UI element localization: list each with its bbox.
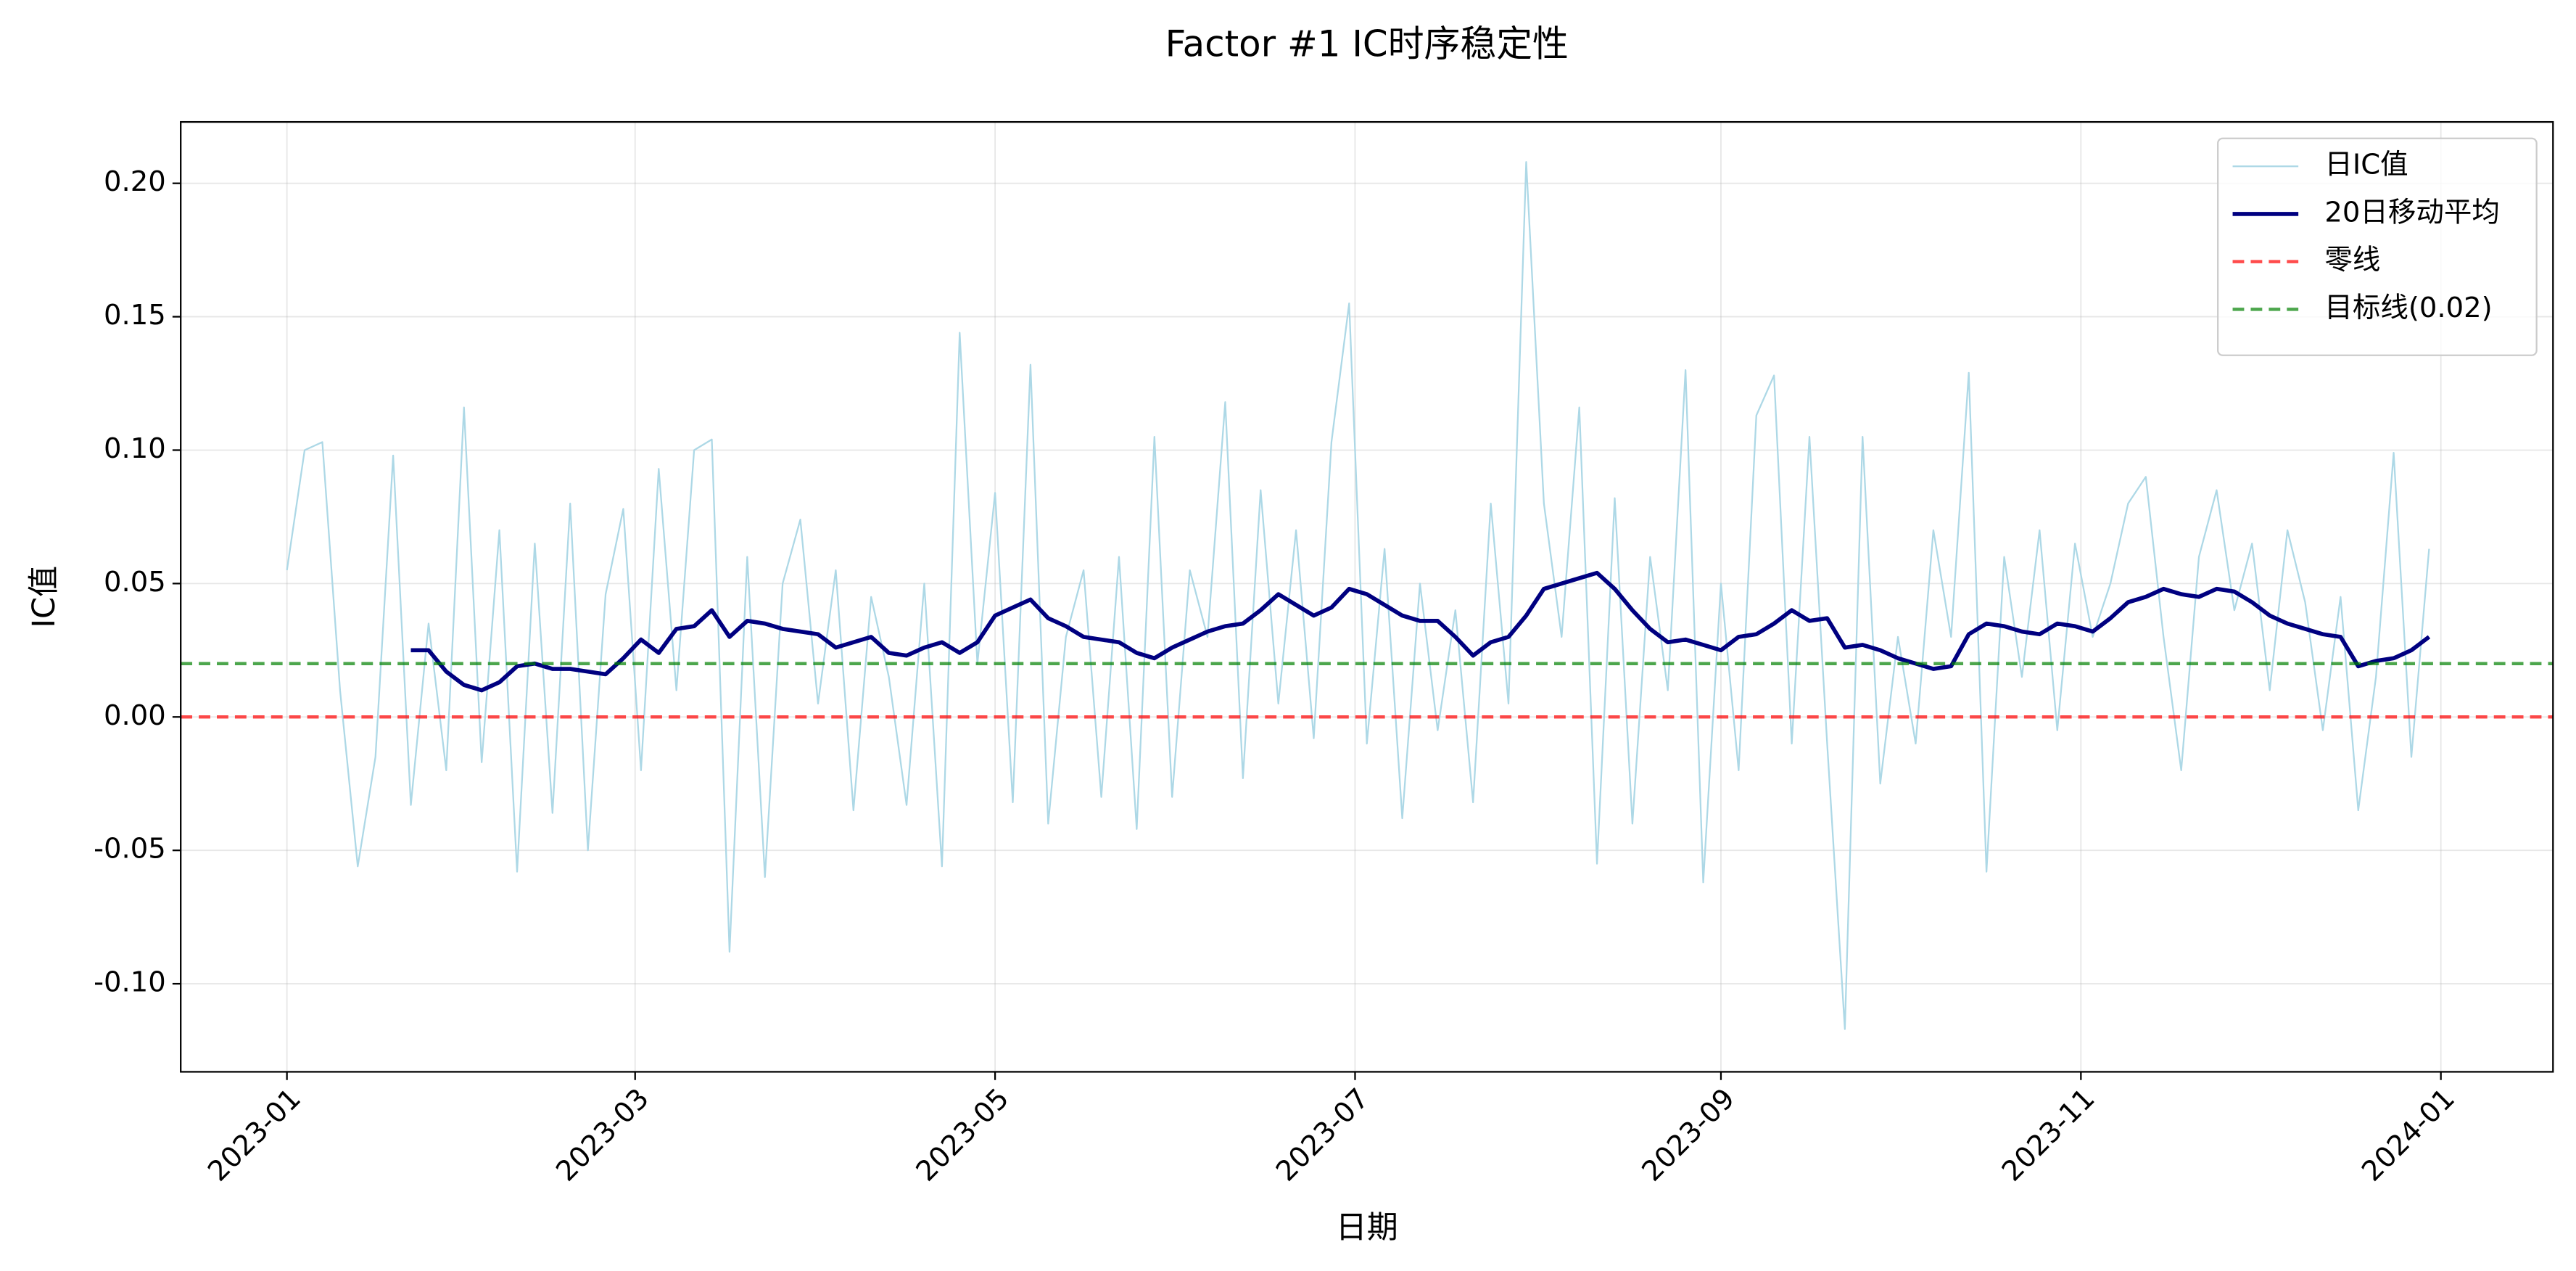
legend-label: 零线 <box>2324 244 2380 276</box>
chart-title: Factor #1 IC时序稳定性 <box>1165 22 1569 65</box>
plot-frame <box>180 120 2554 1073</box>
y-tick-label: 0.20 <box>104 165 166 198</box>
legend-label: 20日移动平均 <box>2324 196 2500 229</box>
y-axis-label: IC值 <box>26 566 62 628</box>
y-tick-label: 0.05 <box>104 566 166 599</box>
y-tick-label: -0.05 <box>94 833 166 865</box>
legend-label: 目标线(0.02) <box>2324 292 2492 324</box>
legend-label: 日IC值 <box>2324 149 2408 181</box>
y-tick-label: -0.10 <box>94 966 166 999</box>
series-line <box>286 161 2430 1030</box>
y-tick-label: 0.10 <box>104 432 166 465</box>
y-tick-label: 0.15 <box>104 299 166 332</box>
legend-box <box>2217 137 2538 356</box>
x-axis-label: 日期 <box>1336 1209 1398 1246</box>
series-line <box>410 570 2431 693</box>
y-tick-label: 0.00 <box>104 699 166 732</box>
